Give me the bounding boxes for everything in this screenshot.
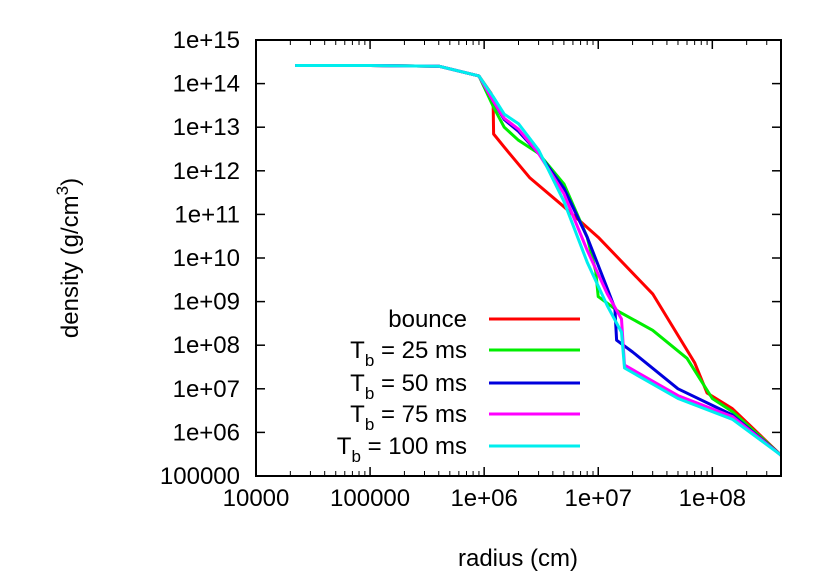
legend-label-1: Tb = 25 ms	[350, 337, 467, 370]
x-tick-label: 1e+07	[565, 485, 632, 512]
legend-label-2: Tb = 50 ms	[350, 370, 467, 403]
series-layer	[295, 64, 783, 457]
legend-label-sub: b	[351, 447, 360, 466]
legend-label-3: Tb = 75 ms	[350, 401, 467, 434]
legend-label-sub: b	[365, 351, 374, 370]
y-axis-title-close: )	[57, 178, 84, 186]
x-tick-label: 10000	[223, 485, 290, 512]
legend-label-4: Tb = 100 ms	[337, 433, 467, 466]
legend-label-rest: = 50 ms	[374, 370, 467, 397]
y-tick-label: 1e+09	[173, 289, 240, 316]
legend-label-main: T	[350, 370, 365, 397]
y-tick-label: 1e+06	[173, 419, 240, 446]
y-tick-label: 100000	[160, 463, 240, 490]
x-tick-label: 1e+06	[450, 485, 517, 512]
plot-frame	[255, 39, 782, 477]
y-tick-label: 1e+07	[173, 376, 240, 403]
legend-label-sub: b	[365, 384, 374, 403]
legend-label-main: T	[350, 337, 365, 364]
legend-label-0: bounce	[388, 306, 467, 333]
legend-label-rest: = 100 ms	[361, 433, 467, 460]
x-axis-title: radius (cm)	[458, 545, 578, 572]
y-tick-label: 1e+12	[173, 158, 240, 185]
legend-label-main: bounce	[388, 306, 467, 333]
legend-label-main: T	[337, 433, 352, 460]
legend-label-rest: = 25 ms	[374, 337, 467, 364]
ticks-layer: 10000 100000 1e+06 1e+07 1e+081e+151e+141e+1…	[160, 27, 782, 512]
legend-label-sub: b	[365, 415, 374, 434]
x-tick-label: 100000	[330, 485, 410, 512]
y-axis-title: density (g/cm3)	[53, 178, 84, 338]
legend-label-rest: = 75 ms	[374, 401, 467, 428]
y-axis-title-main: density (g/cm	[57, 195, 84, 338]
series-line-4	[295, 64, 782, 457]
y-tick-label: 1e+11	[174, 201, 240, 228]
y-tick-label: 1e+08	[173, 332, 240, 359]
y-axis-title-sup: 3	[53, 186, 72, 195]
y-tick-label: 1e+15	[173, 27, 240, 54]
y-tick-label: 1e+13	[173, 114, 240, 141]
y-tick-label: 1e+10	[173, 245, 240, 272]
legend-label-main: T	[350, 401, 365, 428]
y-tick-label: 1e+14	[173, 71, 240, 98]
x-tick-label: 1e+08	[679, 485, 746, 512]
